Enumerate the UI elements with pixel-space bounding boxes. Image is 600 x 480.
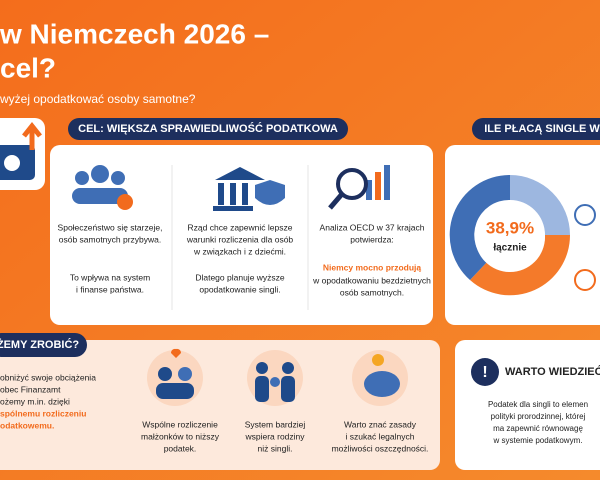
action-text: podatek. — [164, 443, 197, 453]
arrow-icon — [22, 121, 42, 150]
action-text: małżonków to niższy — [141, 431, 220, 441]
intro-text: obec Finanzamt — [0, 384, 61, 394]
column-note: w opodatkowaniu bezdzietnych — [312, 275, 431, 285]
intro-text: ożemy m.in. dzięki — [0, 396, 70, 406]
info-icon-mark: ! — [482, 364, 487, 381]
highlight: Niemcy mocno przodują — [323, 262, 422, 272]
title: cel? — [0, 52, 56, 83]
action-text: i szukać legalnych — [346, 431, 415, 441]
column-text: potwierdza: — [350, 234, 393, 244]
column-text: Społeczeństwo się starzeje, — [58, 222, 163, 232]
donut-caption: łącznie — [493, 243, 527, 254]
column-note: To wpływa na system — [70, 272, 150, 282]
intro-text: obniżyć swoje obciążenia — [0, 372, 96, 382]
column-text: w związkach i z dziećmi. — [193, 246, 286, 256]
banner: ŻEMY ZROBIĆ? — [0, 338, 79, 351]
goal-banner — [68, 118, 348, 140]
action-text: możliwości oszczędności. — [332, 443, 429, 453]
info-text: w systemie podatkowym. — [493, 436, 583, 445]
intro-highlight: odatkowemu. — [0, 420, 54, 430]
info-icon — [471, 358, 499, 386]
action-text: niż singli. — [258, 443, 293, 453]
texts: w Niemczech 2026 –cel? wyżej opodatkować … — [0, 18, 600, 453]
legend-dot — [574, 269, 596, 291]
donut — [449, 174, 571, 296]
column-note: opodatkowanie singli. — [199, 284, 280, 294]
column-text: Rząd chce zapewnić lepsze — [188, 222, 293, 232]
actions-panel — [0, 340, 440, 470]
actions-banner — [0, 333, 87, 357]
column-text: osób samotnych przybywa. — [59, 234, 162, 244]
column-note: Dlatego planuje wyższe — [195, 272, 285, 282]
donut-value: 38,9% — [486, 218, 534, 237]
analysis-icon — [328, 165, 390, 210]
info-text: ma zapewnić równowagę — [493, 424, 583, 433]
legend-dot — [574, 204, 596, 226]
intro-highlight: spólnemu rozliczeniu — [0, 408, 86, 418]
column-text: Analiza OECD w 37 krajach — [320, 222, 425, 232]
info-text: Podatek dla singli to elemen — [488, 400, 588, 409]
government-icon — [213, 167, 285, 211]
column-note: osób samotnych. — [340, 287, 404, 297]
action-text: wspiera rodziny — [244, 431, 305, 441]
coin-icon — [4, 155, 20, 171]
action-text: Warto znać zasady — [344, 419, 417, 429]
column-note: i finanse państwa. — [76, 284, 144, 294]
info-text: polityki prorodzinnej, której — [491, 412, 586, 421]
singles-banner — [472, 118, 600, 140]
info-title: WARTO WIEDZIEĆ — [505, 365, 600, 378]
subtitle: wyżej opodatkować osoby samotne? — [0, 92, 196, 106]
people-icon — [72, 165, 133, 210]
banner: CEL: WIĘKSZA SPRAWIEDLIWOŚĆ PODATKOWA — [78, 122, 338, 135]
column-text: warunki rozliczenia dla osób — [186, 234, 294, 244]
action-text: Wspólne rozliczenie — [142, 419, 218, 429]
banner: ILE PŁACĄ SINGLE W — [484, 123, 600, 135]
action-text: System bardziej — [245, 419, 306, 429]
title: w Niemczech 2026 – — [0, 18, 269, 49]
